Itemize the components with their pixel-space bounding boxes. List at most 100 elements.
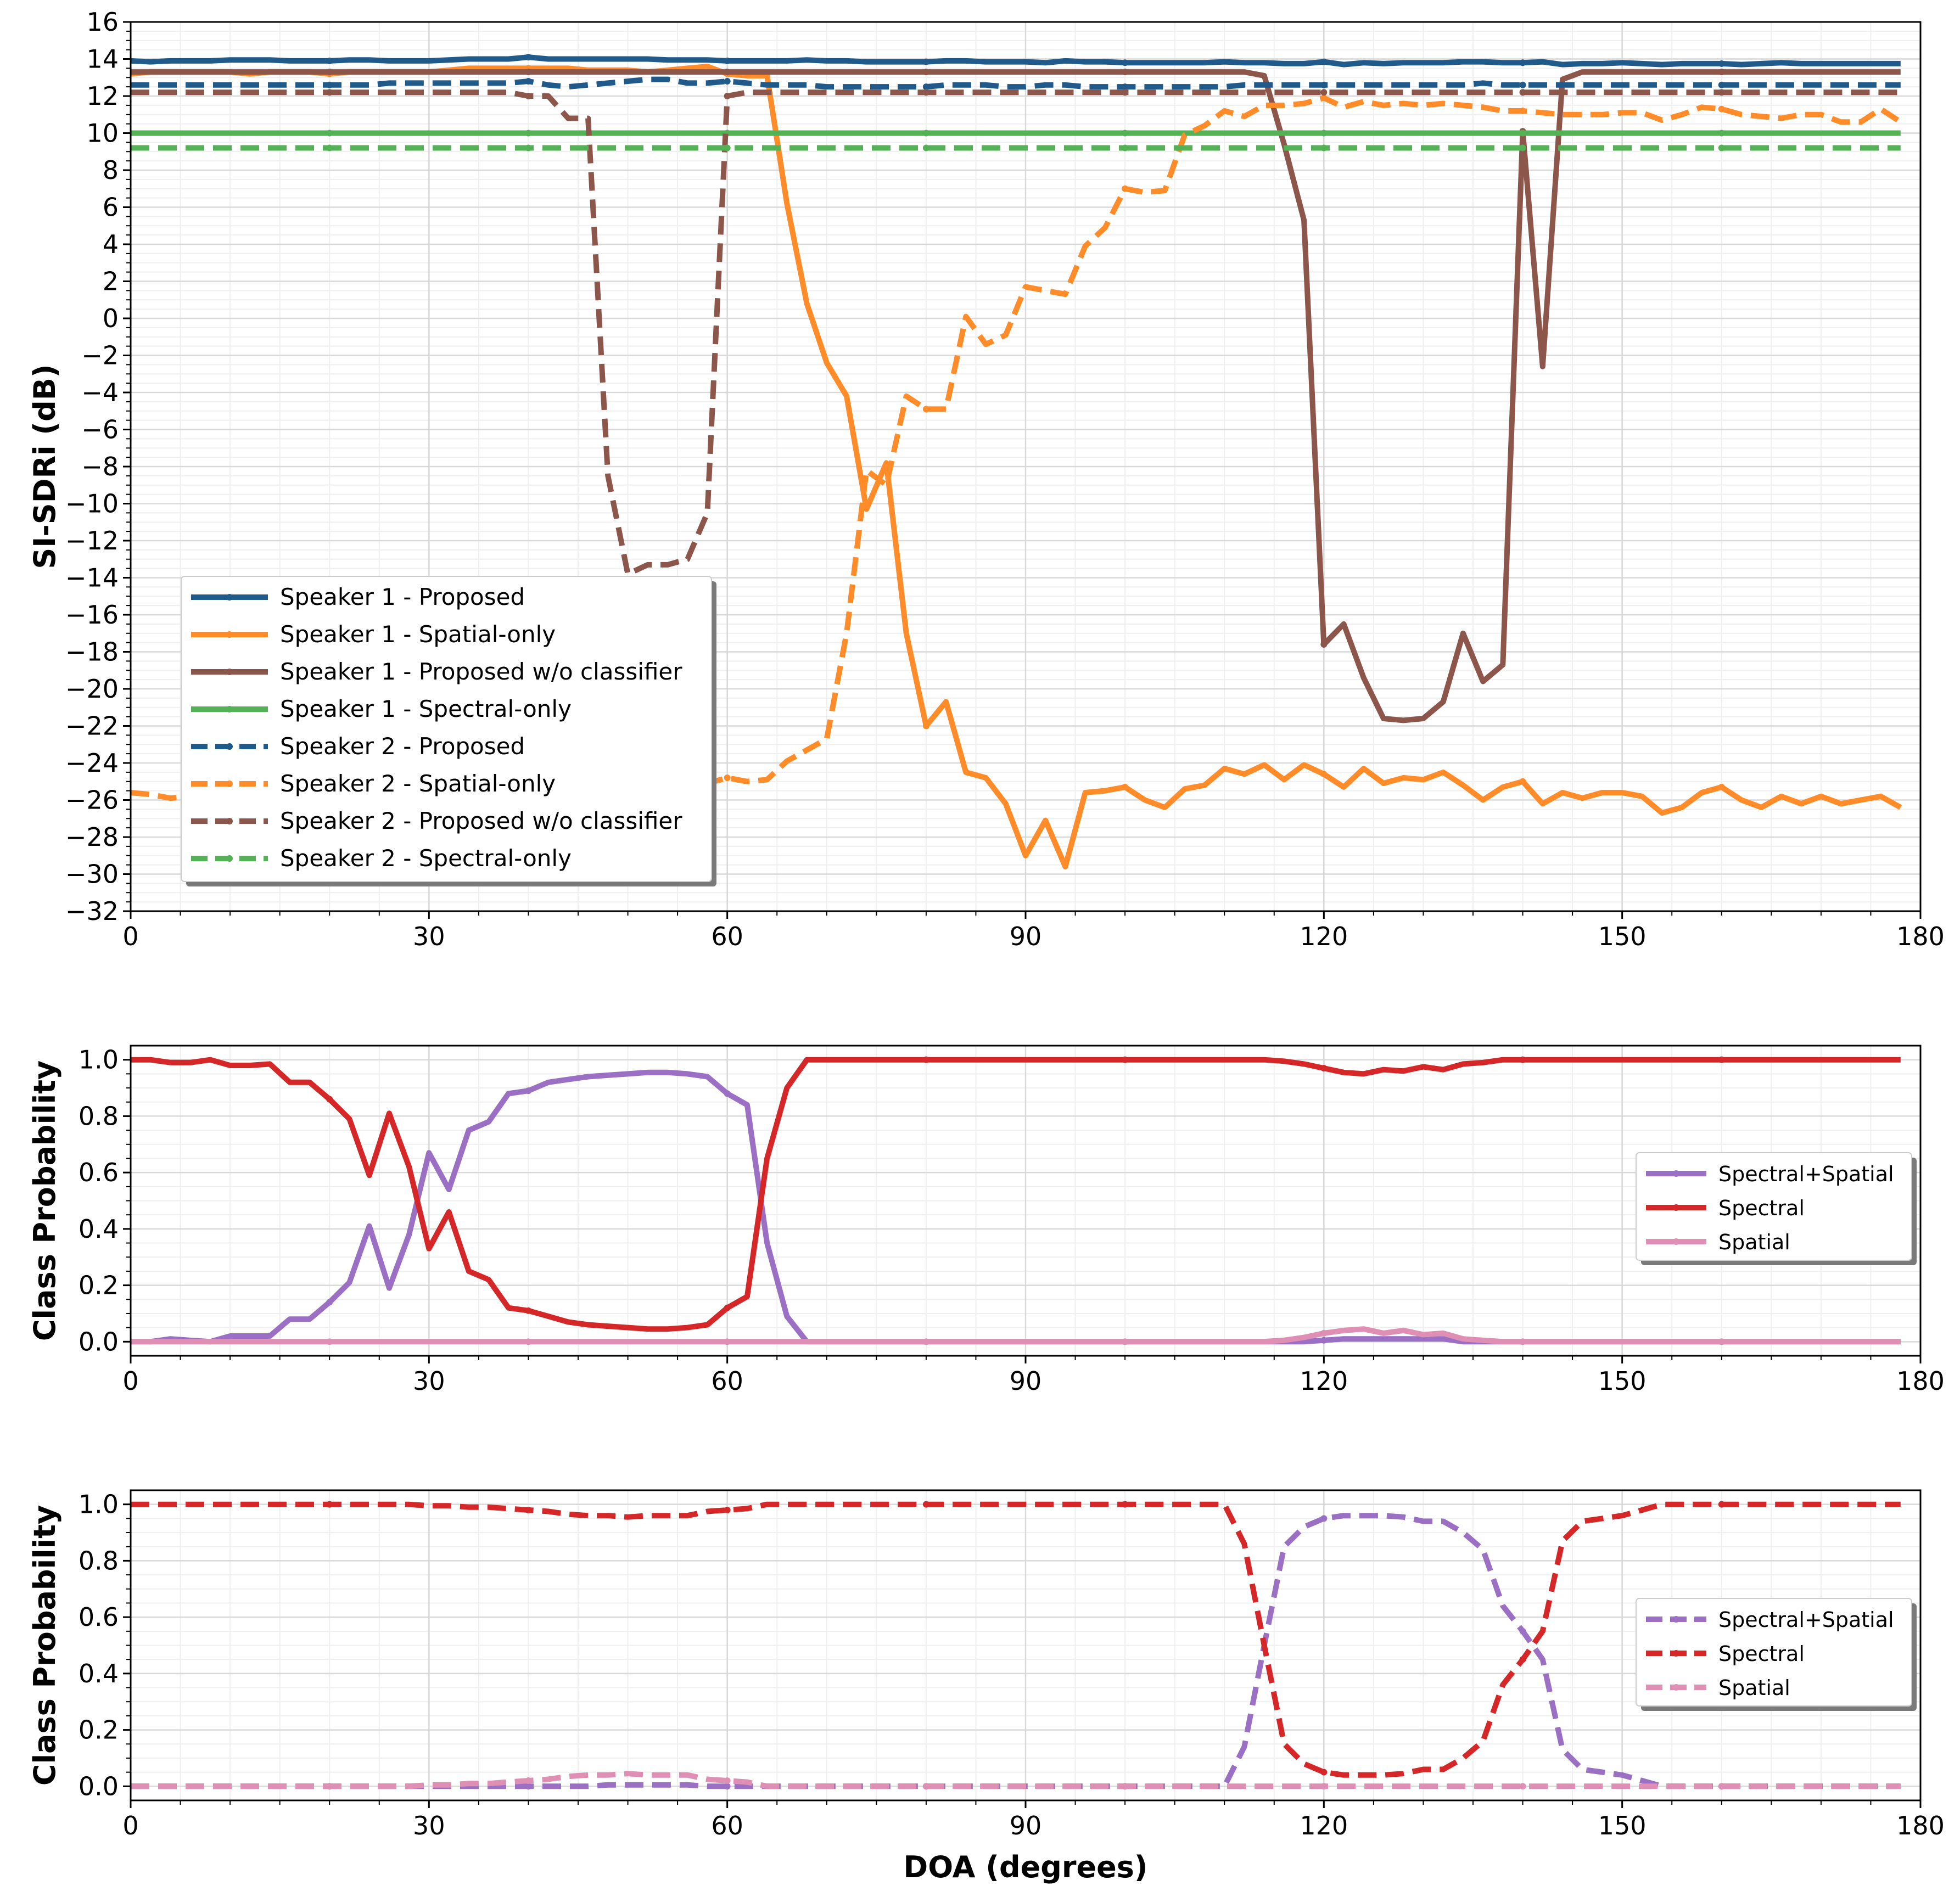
series-line-speaker-2-proposed [131,76,1901,90]
legend-label: Speaker 1 - Proposed w/o classifier [280,658,682,685]
data-point-marker [922,1501,929,1508]
legend-label: Speaker 2 - Spatial-only [280,770,556,797]
y-tick-label: −4 [81,378,119,407]
data-point-marker [922,89,929,96]
legend-swatch-marker [1673,1204,1679,1211]
x-tick-label: 150 [1598,1811,1647,1840]
data-point-marker [1122,1056,1129,1063]
data-point-marker [1519,130,1526,137]
data-point-marker [1519,89,1526,96]
legend-label: Spatial [1718,1230,1790,1254]
y-tick-label: 8 [103,155,119,185]
legend-label: Spectral+Spatial [1718,1162,1894,1186]
data-point-marker [724,78,731,85]
y-tick-label: 0.8 [79,1546,119,1575]
speaker1-class-probability-chart: 0 30 60 90 120 150 180 0.0 0.2 0.4 0.6 0.8 1.0 Class … [27,1045,1945,1396]
legend-swatch-marker [226,706,233,712]
data-point-marker [1718,130,1725,137]
y-tick-label: 0.0 [79,1327,119,1356]
data-point-marker [1320,130,1328,137]
data-point-marker [1320,1769,1328,1776]
legend-label: Spatial [1718,1676,1790,1700]
data-point-marker [922,83,929,91]
sisdri-chart: 0 30 60 90 120 150 180−32−30−28−26−24−22−20−18… [27,7,1945,951]
legend-label: Spectral [1718,1196,1805,1220]
series-line-spatial [131,1326,1901,1345]
y-tick-label: 0.6 [79,1158,119,1187]
series-line-speaker-2-spatial-only [131,95,1902,801]
data-point-marker [1718,1783,1725,1790]
legend-label: Speaker 2 - Proposed [280,733,525,760]
data-point-marker [724,1783,731,1790]
y-tick-label: 0.4 [79,1214,119,1244]
y-tick-label: −10 [65,489,119,519]
y-tick-label: 10 [86,119,119,148]
data-point-marker [326,1783,333,1790]
legend-swatch-marker [1673,1684,1679,1691]
data-point-marker [1718,1056,1725,1063]
x-tick-label: 120 [1300,1366,1348,1396]
legend-label: Speaker 1 - Spectral-only [280,695,572,722]
data-point-marker [525,1307,532,1314]
data-point-marker [326,1501,333,1508]
legend-label: Spectral+Spatial [1718,1608,1894,1632]
data-point-marker [1519,1627,1526,1635]
data-point-marker [1718,69,1725,76]
data-point-marker [1122,130,1129,137]
data-point-marker [1320,81,1328,88]
data-point-marker [1519,144,1526,151]
y-tick-label: 6 [103,193,119,222]
data-point-marker [922,1338,929,1345]
data-point-marker [1320,1329,1328,1337]
data-point-marker [525,54,532,61]
series-line-speaker-1-proposed-w-o-classifier [131,69,1901,723]
y-tick-label: −20 [65,674,119,704]
x-tick-label: 30 [413,922,445,951]
data-point-marker [525,1783,532,1790]
y-tick-label: −28 [65,822,119,852]
legend-swatch-marker [226,855,233,862]
y-tick-label: 12 [86,81,119,111]
y-tick-label: 0.6 [79,1602,119,1632]
legend-swatch-marker [1673,1650,1679,1657]
data-point-marker [326,89,333,96]
y-tick-label: 1.0 [79,1490,119,1519]
legend-box [181,576,712,882]
x-tick-label: 0 [122,922,138,951]
y-tick-label: 1.0 [79,1045,119,1075]
speaker2-class-probability-chart: 0 30 60 90 120 150 180 0.0 0.2 0.4 0.6 0.8 1.0 Class … [27,1489,1945,1884]
data-point-marker [724,57,731,64]
x-tick-label: 90 [1010,1366,1042,1396]
data-point-marker [1718,81,1725,88]
series-line-spatial [131,1771,1901,1789]
x-tick-label: 60 [711,922,743,951]
data-point-marker [1519,778,1526,785]
data-point-marker [1320,89,1328,96]
data-point-marker [1519,108,1526,114]
y-tick-label: −2 [81,341,119,371]
y-tick-label: 0.8 [79,1101,119,1131]
y-tick-label: −16 [65,600,119,630]
legend: Speaker 1 - Proposed Speaker 1 - Spatial-… [181,576,716,886]
legend-swatch-marker [1673,1616,1679,1623]
y-tick-label: 0 [103,304,119,333]
data-point-marker [525,1506,532,1513]
data-point-marker [724,1338,731,1345]
y-tick-label: −14 [65,563,119,593]
data-point-marker [1122,1338,1129,1345]
x-tick-label: 0 [122,1366,138,1396]
x-tick-label: 90 [1010,1811,1042,1840]
data-point-marker [326,130,333,137]
data-point-marker [1320,771,1328,778]
y-tick-label: 16 [86,7,119,37]
y-tick-label: 0.2 [79,1271,119,1300]
x-tick-label: 90 [1010,922,1042,951]
legend-swatch-marker [226,594,233,600]
data-point-marker [525,78,532,85]
data-point-marker [922,69,929,76]
legend-box [1636,1152,1912,1261]
data-point-marker [1718,144,1725,151]
data-point-marker [525,69,532,76]
data-point-marker [1718,783,1725,790]
